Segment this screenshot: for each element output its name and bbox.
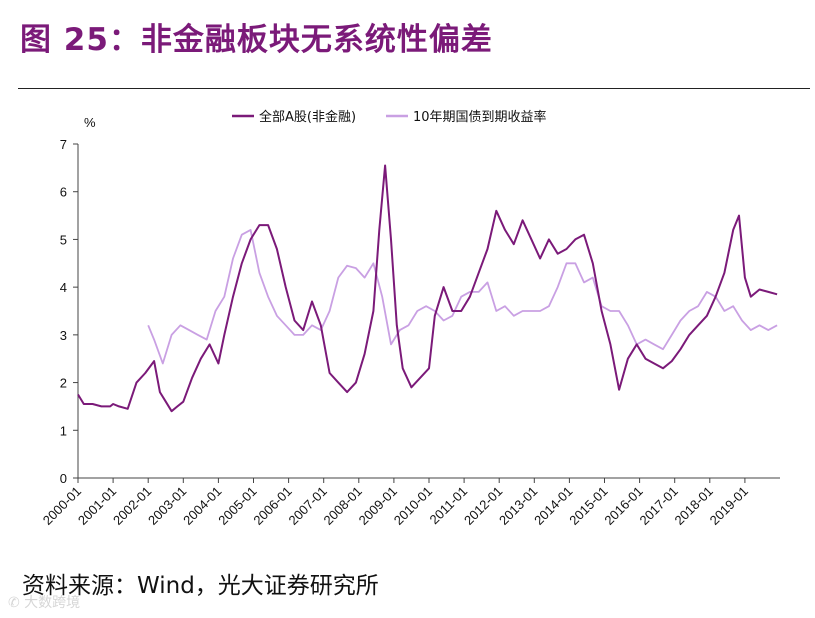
y-axis: 0 1 2 3 4 5 6 7% (60, 115, 96, 486)
y-tick-label: 2 (60, 376, 67, 391)
y-tick-label: 6 (60, 185, 67, 200)
y-tick-label: 5 (60, 232, 67, 247)
y-axis-unit: % (84, 115, 96, 130)
series-layer (77, 164, 778, 413)
y-tick-label: 0 (60, 471, 67, 486)
series-line-a-shares (77, 164, 778, 413)
y-tick-label: 1 (60, 423, 67, 438)
legend-item-a-shares: 全部A股(非金融) (259, 109, 356, 125)
x-tick-label: 2019-01 (707, 484, 751, 528)
x-axis: 2000-012001-012002-012003-012004-012005-… (40, 477, 780, 528)
y-tick-label: 4 (60, 280, 67, 295)
source-note: 资料来源：Wind，光大证券研究所 (22, 573, 379, 599)
legend-item-bond-yield: 10年期国债到期收益率 (413, 109, 547, 125)
series-line-bond-yield (147, 229, 778, 365)
legend: 全部A股(非金融) 10年期国债到期收益率 (232, 109, 547, 125)
y-tick-label: 7 (60, 137, 67, 152)
y-tick-label: 3 (60, 328, 67, 343)
figure-title: 图 25：非金融板块无系统性偏差 (20, 22, 493, 58)
x-tick-label: 2010-01 (391, 484, 435, 528)
title-divider (18, 88, 810, 89)
watermark: ✆ 大数跨境 (8, 595, 81, 611)
